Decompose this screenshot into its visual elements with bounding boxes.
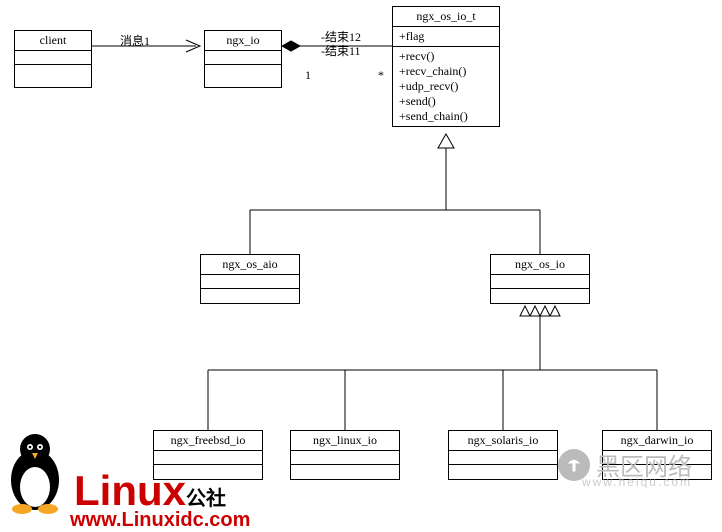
class-ops <box>15 65 91 87</box>
class-ngx-os-aio: ngx_os_aio <box>200 254 300 304</box>
label-end11: -结束11 <box>321 42 361 59</box>
class-ngx-io: ngx_io <box>204 30 282 88</box>
watermark-suffix: 公社 <box>186 488 226 510</box>
triangle-gen-d <box>550 306 560 316</box>
class-ngx-solaris-io: ngx_solaris_io <box>448 430 558 480</box>
class-ngx-os-io-t: ngx_os_io_t +flag +recv() +recv_chain() … <box>392 6 500 127</box>
watermark-brand: Linux <box>74 467 186 514</box>
class-attrs <box>491 275 589 289</box>
class-attrs <box>449 451 557 465</box>
class-ops <box>291 465 399 479</box>
class-title: ngx_os_io <box>491 255 589 275</box>
class-attrs <box>291 451 399 465</box>
class-attrs <box>201 275 299 289</box>
class-title: ngx_os_aio <box>201 255 299 275</box>
watermark-url: www.Linuxidc.com <box>70 509 250 532</box>
diamond-composition <box>282 41 300 51</box>
triangle-gen-a <box>520 306 530 316</box>
class-ops <box>201 289 299 303</box>
class-client: client <box>14 30 92 88</box>
class-attrs: +flag <box>393 27 499 47</box>
class-title: ngx_solaris_io <box>449 431 557 451</box>
label-star: * <box>378 68 384 83</box>
class-attrs <box>15 51 91 65</box>
attr: +flag <box>399 29 493 44</box>
watermark-right-sub: www.heiqu.com <box>582 475 692 489</box>
watermark-left: Linux公社 www.Linuxidc.com <box>0 425 250 532</box>
class-title: ngx_linux_io <box>291 431 399 451</box>
class-attrs <box>205 51 281 65</box>
class-ngx-linux-io: ngx_linux_io <box>290 430 400 480</box>
class-title: client <box>15 31 91 51</box>
class-ops <box>205 65 281 87</box>
class-ops <box>491 289 589 303</box>
watermark-right: 黑区网络 www.heiqu.com <box>558 447 692 482</box>
class-ops: +recv() +recv_chain() +udp_recv() +send(… <box>393 47 499 126</box>
label-msg1: 消息1 <box>120 32 150 49</box>
class-title: ngx_os_io_t <box>393 7 499 27</box>
triangle-gen-c <box>540 306 550 316</box>
triangle-gen-top <box>438 134 454 148</box>
label-one: 1 <box>305 68 311 83</box>
op: +recv_chain() <box>399 64 493 79</box>
op: +udp_recv() <box>399 79 493 94</box>
op: +send() <box>399 94 493 109</box>
class-ngx-os-io: ngx_os_io <box>490 254 590 304</box>
op: +recv() <box>399 49 493 64</box>
op: +send_chain() <box>399 109 493 124</box>
class-title: ngx_io <box>205 31 281 51</box>
class-ops <box>449 465 557 479</box>
triangle-gen-b <box>530 306 540 316</box>
arrow-open <box>186 40 200 52</box>
penguin-icon <box>0 425 70 515</box>
